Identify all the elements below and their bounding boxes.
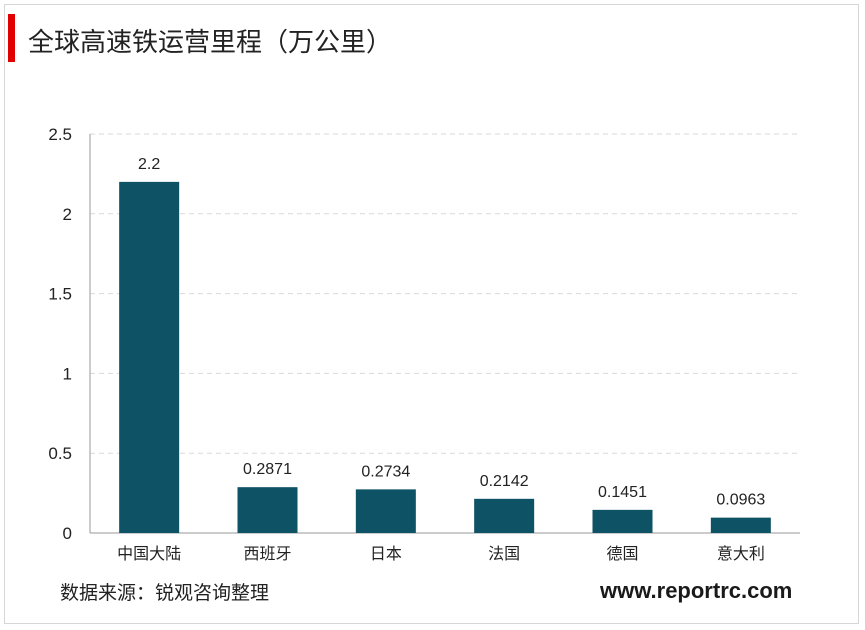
data-label: 2.2 [138, 156, 160, 173]
x-category-label: 西班牙 [243, 544, 291, 563]
x-category-label: 中国大陆 [117, 544, 181, 563]
chart-title: 全球高速铁运营里程（万公里） [28, 28, 393, 58]
y-tick-label: 0.5 [48, 444, 72, 463]
title-accent-bar [8, 14, 15, 62]
y-tick-label: 2.5 [48, 125, 72, 144]
x-category-label: 日本 [370, 544, 402, 563]
x-category-label: 德国 [606, 544, 638, 563]
data-label: 0.0963 [716, 492, 765, 509]
y-tick-label: 1.5 [48, 285, 72, 304]
data-label: 0.2734 [361, 463, 410, 480]
data-label: 0.2142 [480, 473, 529, 490]
bar [355, 489, 416, 533]
bar [237, 487, 298, 533]
bar [474, 498, 535, 533]
bar [119, 181, 180, 533]
bar [592, 509, 653, 533]
y-tick-label: 1 [63, 364, 72, 383]
y-tick-label: 2 [63, 205, 72, 224]
data-label: 0.1451 [598, 484, 647, 501]
source-note: 数据来源：锐观咨询整理 [60, 582, 270, 604]
data-label: 0.2871 [243, 461, 292, 478]
y-tick-label: 0 [63, 524, 72, 543]
x-category-label: 法国 [488, 544, 520, 563]
x-category-label: 意大利 [717, 544, 765, 563]
website-watermark: www.reportrc.com [600, 578, 793, 603]
bar [710, 517, 771, 533]
